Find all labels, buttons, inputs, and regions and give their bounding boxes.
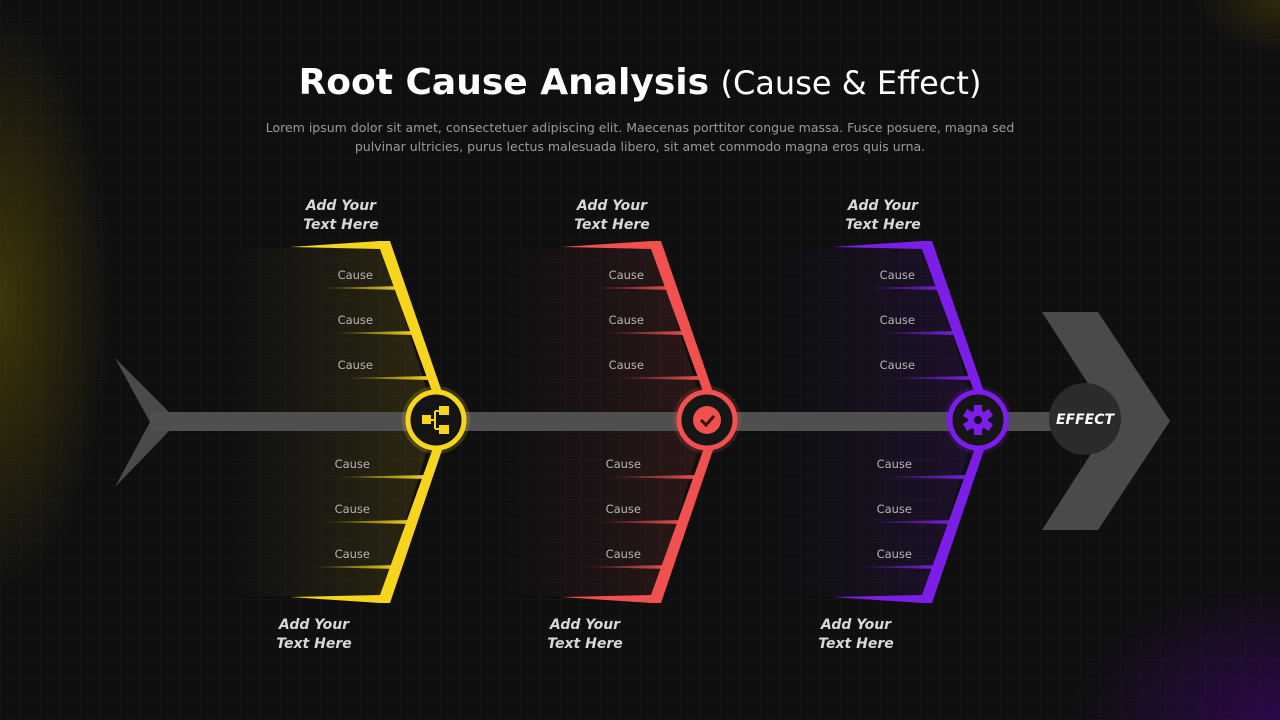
cause-bone-3: Cause Cause Cause Cause Cause Cause Add Your Te… <box>818 198 1012 652</box>
cause-line <box>857 286 946 290</box>
bone-top-arm <box>832 241 984 394</box>
bone-heading: Text Here <box>547 636 622 652</box>
cause-label: Cause <box>335 502 370 516</box>
subtitle: Lorem ipsum dolor sit amet, consectetuer… <box>265 120 1015 154</box>
bone-top-arm <box>290 241 442 394</box>
cause-bone-2: Cause Cause Cause Cause Cause Cause Add Your Te… <box>547 198 741 652</box>
bone-heading: Add Your <box>820 617 892 633</box>
fish-head-arrow <box>1042 312 1170 530</box>
cause-line <box>327 331 417 335</box>
bone-heading: Text Here <box>276 636 351 652</box>
bone-bottom-arm <box>561 448 713 603</box>
cause-label: Cause <box>609 268 644 282</box>
cause-line <box>577 565 672 569</box>
cause-line <box>330 475 428 479</box>
bone-heading: Add Your <box>305 198 377 214</box>
effect-circle <box>1049 383 1121 455</box>
cause-line <box>306 565 401 569</box>
cause-line <box>339 376 431 380</box>
spine <box>150 412 1070 431</box>
cause-label: Cause <box>877 502 912 516</box>
cause-label: Cause <box>335 457 370 471</box>
cause-label: Cause <box>606 547 641 561</box>
bone-heading: Add Your <box>847 198 919 214</box>
cause-bone-1: Cause Cause Cause Cause Cause Cause Add Your Te… <box>276 198 470 652</box>
bone-heading: Text Here <box>845 217 920 233</box>
cause-label: Cause <box>338 268 373 282</box>
cause-line <box>872 475 970 479</box>
bone-top-arm <box>561 241 713 394</box>
hierarchy-icon <box>422 406 449 434</box>
cause-label: Cause <box>609 358 644 372</box>
bone-heading: Text Here <box>303 217 378 233</box>
cause-label: Cause <box>338 313 373 327</box>
cause-label: Cause <box>877 457 912 471</box>
cause-line <box>589 520 685 524</box>
bone-heading: Text Here <box>574 217 649 233</box>
page-title: Root Cause Analysis (Cause & Effect) <box>298 62 982 103</box>
cause-line <box>860 520 956 524</box>
cause-label: Cause <box>606 457 641 471</box>
cause-line <box>881 376 973 380</box>
cause-line <box>315 286 404 290</box>
bone-heading: Add Your <box>278 617 350 633</box>
gear-icon <box>963 405 993 435</box>
check-icon <box>693 406 721 434</box>
cause-label: Cause <box>335 547 370 561</box>
bone-heading: Text Here <box>818 636 893 652</box>
cause-label: Cause <box>880 268 915 282</box>
bone-bottom-arm <box>832 448 984 603</box>
cause-label: Cause <box>880 358 915 372</box>
cause-label: Cause <box>877 547 912 561</box>
cause-label: Cause <box>338 358 373 372</box>
bone-bottom-arm <box>290 448 442 603</box>
cause-line <box>610 376 702 380</box>
cause-line <box>586 286 675 290</box>
cause-line <box>601 475 699 479</box>
cause-line <box>848 565 943 569</box>
bone-heading: Add Your <box>549 617 621 633</box>
cause-label: Cause <box>606 502 641 516</box>
effect-label: EFFECT <box>1056 412 1116 428</box>
bone-heading: Add Your <box>576 198 648 214</box>
cause-label: Cause <box>880 313 915 327</box>
cause-label: Cause <box>609 313 644 327</box>
cause-line <box>869 331 959 335</box>
cause-line <box>598 331 688 335</box>
cause-line <box>318 520 414 524</box>
